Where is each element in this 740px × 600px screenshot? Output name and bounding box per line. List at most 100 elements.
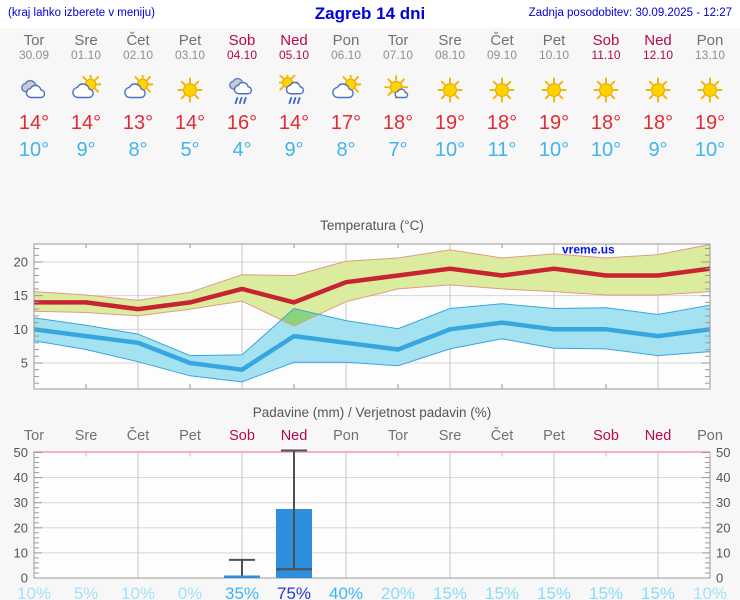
temp-min-label: 10° (590, 139, 622, 161)
precip-day-label: Ned (281, 428, 308, 444)
precip-day-label: Pon (333, 428, 359, 444)
day-date: 10.10 (538, 48, 570, 62)
precip-chart-title: Padavine (mm) / Verjetnost padavin (%) (253, 405, 492, 420)
day-name: Ned (280, 32, 308, 49)
temp-max-label: 18° (642, 112, 674, 134)
day-date: 01.10 (70, 48, 102, 62)
day-name: Sob (592, 32, 620, 49)
temp-max-label: 14° (70, 112, 102, 134)
temp-y-tick-label: 5 (21, 356, 28, 371)
temp-y-tick-label: 20 (14, 255, 28, 270)
precip-probability-label: 15% (641, 584, 675, 600)
temp-max-label: 18° (382, 112, 414, 134)
day-name: Pon (696, 32, 724, 49)
day-column: Sre 08.10 19° 10° (424, 28, 476, 170)
day-column: Pon 13.10 19° 10° (684, 28, 736, 170)
day-column: Pon 06.10 17° 8° (320, 28, 372, 170)
precip-day-label: Tor (388, 428, 408, 444)
vreme-us-watermark-link[interactable]: vreme.us (562, 243, 615, 257)
day-name: Pon (332, 32, 360, 49)
precipitation-chart: Padavine (mm) / Verjetnost padavin (%) To… (14, 405, 731, 600)
day-date: 09.10 (486, 48, 518, 62)
day-name: Sob (228, 32, 256, 49)
temp-min-label: 9° (76, 139, 96, 161)
precip-day-label: Sob (229, 428, 255, 444)
precip-y-tick-label-left: 10 (14, 545, 28, 560)
precip-day-label: Čet (491, 427, 514, 444)
precip-y-tick-label-left: 50 (14, 445, 28, 460)
temp-min-label: 10° (18, 139, 50, 161)
sunny-icon (580, 75, 632, 105)
sun-rain-icon (268, 71, 320, 105)
day-name: Čet (490, 32, 514, 49)
temp-min-label: 9° (284, 139, 304, 161)
temp-max-label: 14° (174, 112, 206, 134)
day-column: Čet 02.10 13° 8° (112, 28, 164, 170)
precip-probability-label: 15% (485, 584, 519, 600)
precip-probability-label: 40% (329, 584, 363, 600)
precip-probability-label: 15% (537, 584, 571, 600)
day-column: Sob 11.10 18° 10° (580, 28, 632, 170)
precip-bar (224, 575, 260, 578)
day-date: 06.10 (330, 48, 362, 62)
precip-day-label: Pet (179, 428, 201, 444)
temp-max-label: 18° (590, 112, 622, 134)
day-date: 02.10 (122, 48, 154, 62)
temp-min-label: 10° (538, 139, 570, 161)
sunny-icon (528, 75, 580, 105)
precip-day-label: Ned (645, 428, 672, 444)
precip-probability-label: 15% (433, 584, 467, 600)
temp-min-label: 10° (434, 139, 466, 161)
partly-cloudy-icon (60, 72, 112, 105)
day-date: 30.09 (18, 48, 50, 62)
day-date: 12.10 (642, 48, 674, 62)
sunny-icon (164, 75, 216, 105)
precip-probability-label: 10% (693, 584, 727, 600)
min-temp-line (33, 320, 711, 372)
precip-y-tick-label-left: 20 (14, 520, 28, 535)
day-date: 03.10 (174, 48, 206, 62)
temperature-chart: Temperatura (°C) 5 10 15 20 vreme.us (14, 218, 711, 390)
temp-max-label: 19° (694, 112, 726, 134)
cloudy-icon (8, 75, 60, 105)
precip-day-label: Pon (697, 428, 723, 444)
partly-cloudy-icon (112, 72, 164, 105)
day-name: Pet (542, 32, 566, 49)
mostly-sunny-icon (372, 75, 424, 105)
precip-probability-label: 35% (225, 584, 259, 600)
precip-day-label: Pet (543, 428, 565, 444)
day-column: Pet 03.10 14° 5° (164, 28, 216, 170)
precip-y-tick-label-left: 40 (14, 470, 28, 485)
day-date: 11.10 (591, 48, 621, 62)
sunny-icon (476, 75, 528, 105)
temp-min-label: 9° (648, 139, 668, 161)
day-date: 04.10 (226, 48, 258, 62)
rain-icon (216, 75, 268, 105)
day-date: 13.10 (694, 48, 726, 62)
precip-y-tick-label-right: 20 (716, 520, 730, 535)
temp-min-label: 4° (232, 139, 252, 161)
day-date: 07.10 (382, 48, 414, 62)
day-column: Sob 04.10 16° 4° (216, 28, 268, 170)
last-update-text: Zadnja posodobitev: 30.09.2025 - 12:27 (528, 7, 732, 19)
day-name: Tor (387, 32, 409, 49)
temp-chart-title: Temperatura (°C) (320, 218, 424, 233)
day-name: Sre (74, 32, 98, 49)
precip-y-tick-label-right: 50 (716, 445, 730, 460)
day-column: Tor 07.10 18° 7° (372, 28, 424, 170)
day-column: Ned 12.10 18° 9° (632, 28, 684, 170)
temp-min-label: 8° (128, 139, 148, 161)
precip-y-tick-label-right: 10 (716, 545, 730, 560)
precip-day-label: Sob (593, 428, 619, 444)
precip-probability-label: 20% (381, 584, 415, 600)
temp-max-label: 16° (226, 112, 258, 134)
day-name: Čet (126, 32, 150, 49)
precip-probability-label: 75% (277, 584, 311, 600)
temp-max-label: 19° (538, 112, 570, 134)
temp-max-label: 13° (122, 112, 154, 134)
day-date: 05.10 (278, 48, 310, 62)
precip-day-label: Sre (439, 428, 462, 444)
precip-y-tick-label-left: 30 (14, 495, 28, 510)
day-column: Tor 30.09 14° 10° (8, 28, 60, 170)
temp-max-label: 14° (18, 112, 50, 134)
